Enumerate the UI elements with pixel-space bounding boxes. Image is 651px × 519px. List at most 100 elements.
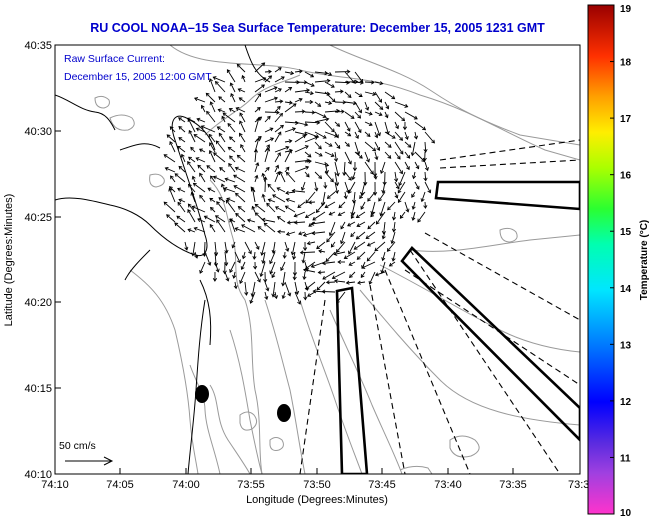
- current-vector: [284, 103, 297, 113]
- current-vector-head: [227, 146, 232, 151]
- current-vector-head: [358, 93, 363, 97]
- current-vector-head: [314, 187, 319, 192]
- current-vector: [374, 151, 378, 160]
- current-vector: [324, 131, 338, 137]
- current-vector-head: [277, 67, 282, 71]
- current-vector: [264, 97, 278, 103]
- current-vector: [254, 175, 258, 183]
- current-vector: [257, 226, 266, 233]
- current-vector-head: [351, 176, 356, 181]
- current-vector-head: [339, 89, 344, 94]
- current-vector: [213, 76, 226, 83]
- current-vector-head: [234, 166, 239, 171]
- current-vector-head: [280, 124, 284, 129]
- current-vector: [387, 201, 396, 211]
- current-vector: [374, 121, 381, 136]
- current-vector: [334, 131, 339, 138]
- current-vector-head: [177, 187, 182, 192]
- current-vector-head: [289, 148, 294, 153]
- current-vector-head: [239, 112, 244, 117]
- current-vector: [324, 151, 335, 157]
- current-vector: [216, 201, 226, 213]
- current-vector: [274, 106, 281, 113]
- current-vector: [269, 251, 276, 264]
- current-vector-head: [292, 255, 297, 260]
- current-vector-head: [209, 142, 213, 147]
- current-vector-head: [276, 187, 281, 191]
- current-vector-head: [431, 139, 435, 144]
- current-vector: [254, 117, 260, 133]
- current-vector: [264, 144, 270, 153]
- current-vector: [269, 261, 276, 274]
- current-vector-head: [301, 259, 306, 264]
- current-vector-head: [302, 247, 308, 252]
- current-vector-head: [288, 149, 292, 154]
- current-vector-head: [276, 105, 281, 110]
- current-vector: [314, 80, 330, 83]
- current-vector: [241, 261, 246, 270]
- current-vector: [414, 181, 420, 190]
- current-vector: [304, 121, 320, 124]
- current-vector-head: [241, 74, 246, 79]
- current-vector-head: [422, 157, 427, 162]
- current-vector: [365, 231, 376, 239]
- current-vector: [344, 251, 356, 259]
- current-vector: [294, 121, 308, 126]
- current-vector-head: [197, 164, 202, 169]
- current-vector-head: [261, 172, 266, 177]
- current-vector-head: [187, 203, 192, 208]
- current-vector-head: [233, 185, 238, 189]
- current-vector: [271, 271, 276, 278]
- current-vector-head: [346, 80, 351, 85]
- current-vector-head: [423, 148, 428, 153]
- current-vector: [374, 141, 380, 151]
- current-vector: [253, 251, 256, 260]
- current-vector-head: [169, 126, 174, 130]
- current-vector-head: [387, 206, 391, 211]
- current-vector: [285, 205, 296, 213]
- current-vector: [348, 261, 356, 266]
- current-vector: [178, 137, 186, 143]
- current-vector-head: [366, 133, 371, 137]
- current-vector: [348, 181, 356, 194]
- current-vector-head: [256, 116, 261, 121]
- current-vector: [199, 173, 206, 183]
- current-vector: [168, 188, 176, 203]
- current-vector-head: [378, 197, 382, 202]
- current-vector-head: [399, 214, 404, 219]
- current-vector: [324, 101, 332, 104]
- current-vector-head: [307, 293, 312, 297]
- current-vector-head: [280, 267, 284, 272]
- current-vector: [394, 131, 403, 141]
- current-vector-head: [367, 197, 371, 202]
- current-vector-head: [196, 117, 201, 122]
- current-vector-head: [264, 296, 269, 300]
- current-vector: [371, 201, 376, 215]
- current-vector-head: [208, 78, 213, 83]
- current-vector-head: [395, 125, 399, 130]
- current-vector: [214, 241, 217, 256]
- current-vector: [228, 146, 236, 153]
- current-vector: [314, 151, 323, 157]
- current-vector-head: [335, 172, 340, 177]
- current-vector-head: [292, 276, 297, 281]
- current-vector: [178, 166, 186, 173]
- current-vector: [188, 156, 196, 163]
- current-vector: [359, 191, 366, 199]
- current-vector-head: [197, 218, 202, 222]
- current-vector-head: [258, 116, 263, 121]
- current-vector-head: [284, 205, 289, 210]
- current-vector: [262, 173, 266, 183]
- current-vector-head: [187, 183, 192, 188]
- current-vector: [305, 191, 316, 204]
- current-vector: [354, 81, 364, 84]
- current-vector: [224, 241, 228, 253]
- current-vector-head: [276, 110, 280, 115]
- current-vector-head: [310, 73, 315, 78]
- current-vector: [279, 171, 286, 183]
- current-vector: [334, 151, 337, 162]
- current-vector: [210, 101, 216, 113]
- current-vector-head: [316, 245, 320, 250]
- current-vector: [383, 221, 386, 234]
- current-vector-head: [379, 106, 384, 110]
